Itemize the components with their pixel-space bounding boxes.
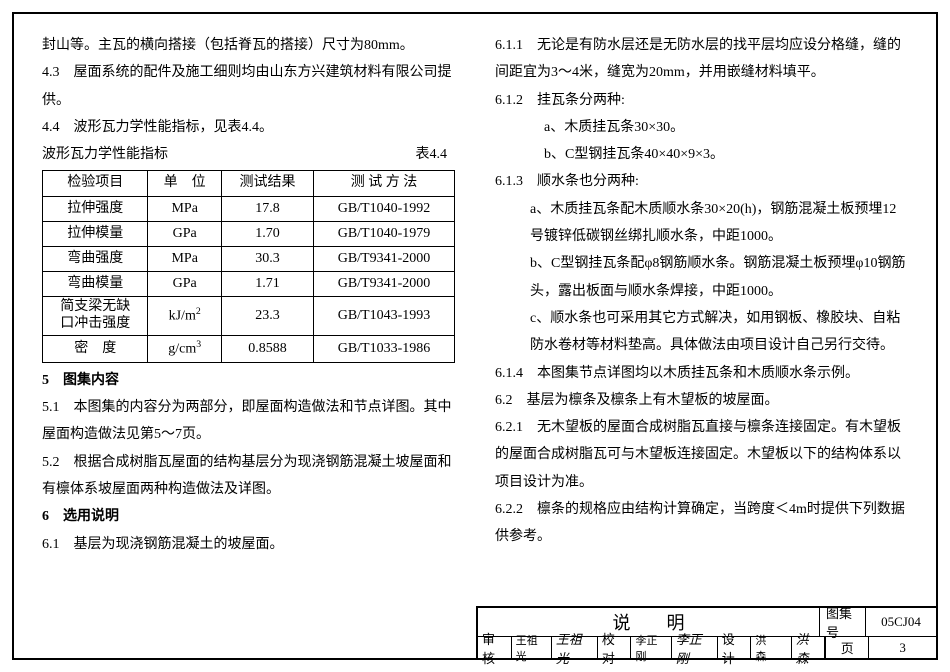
- table-cell: 30.3: [221, 247, 313, 272]
- table-header-row: 检验项目 单 位 测试结果 测 试 方 法: [43, 171, 455, 196]
- table-cell: GB/T9341-2000: [314, 272, 455, 297]
- para-6-1-2-b: b、C型钢挂瓦条40×40×9×3。: [495, 141, 908, 168]
- table-row: 简支梁无缺口冲击强度kJ/m223.3GB/T1043-1993: [43, 297, 455, 336]
- table-cell: MPa: [148, 247, 221, 272]
- table-cell: 拉伸强度: [43, 196, 148, 221]
- review-label: 审核: [478, 637, 512, 658]
- album-label: 图集号: [820, 608, 866, 636]
- table-row: 密 度g/cm30.8588GB/T1033-1986: [43, 336, 455, 363]
- page-number: 3: [869, 637, 936, 658]
- table-cell: 拉伸模量: [43, 221, 148, 246]
- table-cell: kJ/m2: [148, 297, 221, 336]
- para-6-2-2: 6.2.2 檩条的规格应由结构计算确定，当跨度＜4m时提供下列数据供参考。: [495, 496, 908, 551]
- design-sig: 洪森: [792, 637, 826, 658]
- para-5-1: 5.1 本图集的内容分为两部分，即屋面构造做法和节点详图。其中屋面构造做法见第5…: [42, 394, 455, 449]
- table-row: 拉伸强度MPa17.8GB/T1040-1992: [43, 196, 455, 221]
- table-cell: GB/T1033-1986: [314, 336, 455, 363]
- table-title: 波形瓦力学性能指标: [42, 141, 168, 168]
- para-6-1-2: 6.1.2 挂瓦条分两种:: [495, 87, 908, 114]
- content-area: 封山等。主瓦的横向搭接（包括脊瓦的搭接）尺寸为80mm。 4.3 屋面系统的配件…: [42, 32, 908, 600]
- table-cell: 1.71: [221, 272, 313, 297]
- review-sig: 王祖光: [552, 637, 598, 658]
- th-method: 测 试 方 法: [314, 171, 455, 196]
- title-block: 说明 图集号 05CJ04 审核 王祖光 王祖光 校对 李正刚 李正刚 设计 洪…: [476, 606, 936, 658]
- para-4-tail: 封山等。主瓦的横向搭接（包括脊瓦的搭接）尺寸为80mm。: [42, 32, 455, 59]
- para-6-1-3-a: a、木质挂瓦条配木质顺水条30×20(h)，钢筋混凝土板预埋12号镀锌低碳钢丝绑…: [495, 196, 908, 251]
- table-cell: GB/T9341-2000: [314, 247, 455, 272]
- para-6-1-3-c: c、顺水条也可采用其它方式解决，如用钢板、橡胶块、自粘防水卷材等材料垫高。具体做…: [495, 305, 908, 360]
- table-cell: GB/T1043-1993: [314, 297, 455, 336]
- check-name: 李正刚: [631, 637, 671, 658]
- table-cell: 1.70: [221, 221, 313, 246]
- check-sig: 李正刚: [672, 637, 718, 658]
- table-cell: GPa: [148, 272, 221, 297]
- table-cell: GPa: [148, 221, 221, 246]
- para-6-2-1: 6.2.1 无木望板的屋面合成树脂瓦直接与檩条连接固定。有木望板的屋面合成树脂瓦…: [495, 414, 908, 496]
- para-4-4: 4.4 波形瓦力学性能指标，见表4.4。: [42, 114, 455, 141]
- table-row: 弯曲强度MPa30.3GB/T9341-2000: [43, 247, 455, 272]
- table-cell: 密 度: [43, 336, 148, 363]
- table-cell: 0.8588: [221, 336, 313, 363]
- para-6-1: 6.1 基层为现浇钢筋混凝土的坡屋面。: [42, 531, 455, 558]
- design-name: 洪 森: [751, 637, 791, 658]
- table-row: 弯曲模量GPa1.71GB/T9341-2000: [43, 272, 455, 297]
- review-name: 王祖光: [512, 637, 552, 658]
- table-cell: g/cm3: [148, 336, 221, 363]
- table-cell: MPa: [148, 196, 221, 221]
- para-5-2: 5.2 根据合成树脂瓦屋面的结构基层分为现浇钢筋混凝土坡屋面和有檩体系坡屋面两种…: [42, 449, 455, 504]
- para-6-1-2-a: a、木质挂瓦条30×30。: [495, 114, 908, 141]
- table-row: 拉伸模量GPa1.70GB/T1040-1979: [43, 221, 455, 246]
- table-cell: GB/T1040-1979: [314, 221, 455, 246]
- table-cell: 弯曲强度: [43, 247, 148, 272]
- section-6-head: 6 选用说明: [42, 503, 455, 530]
- table-title-row: 波形瓦力学性能指标 表4.4: [42, 141, 455, 168]
- check-label: 校对: [598, 637, 632, 658]
- para-6-1-3: 6.1.3 顺水条也分两种:: [495, 168, 908, 195]
- table-cell: 17.8: [221, 196, 313, 221]
- para-6-1-3-b: b、C型钢挂瓦条配φ8钢筋顺水条。钢筋混凝土板预埋φ10钢筋头，露出板面与顺水条…: [495, 250, 908, 305]
- table-number: 表4.4: [416, 141, 448, 168]
- para-6-1-1: 6.1.1 无论是有防水层还是无防水层的找平层均应设分格缝，缝的间距宜为3～4米…: [495, 32, 908, 87]
- mech-props-table: 检验项目 单 位 测试结果 测 试 方 法 拉伸强度MPa17.8GB/T104…: [42, 170, 455, 362]
- album-number: 05CJ04: [866, 608, 936, 636]
- right-column: 6.1.1 无论是有防水层还是无防水层的找平层均应设分格缝，缝的间距宜为3～4米…: [495, 32, 908, 600]
- th-item: 检验项目: [43, 171, 148, 196]
- table-cell: 简支梁无缺口冲击强度: [43, 297, 148, 336]
- title-row-2: 审核 王祖光 王祖光 校对 李正刚 李正刚 设计 洪 森 洪森 页 3: [478, 636, 936, 658]
- page-frame: 封山等。主瓦的横向搭接（包括脊瓦的搭接）尺寸为80mm。 4.3 屋面系统的配件…: [12, 12, 938, 660]
- section-5-head: 5 图集内容: [42, 367, 455, 394]
- page-label: 页: [825, 637, 869, 658]
- para-6-2: 6.2 基层为檩条及檩条上有木望板的坡屋面。: [495, 387, 908, 414]
- para-6-1-4: 6.1.4 本图集节点详图均以木质挂瓦条和木质顺水条示例。: [495, 360, 908, 387]
- table-cell: 弯曲模量: [43, 272, 148, 297]
- left-column: 封山等。主瓦的横向搭接（包括脊瓦的搭接）尺寸为80mm。 4.3 屋面系统的配件…: [42, 32, 455, 600]
- para-4-3: 4.3 屋面系统的配件及施工细则均由山东方兴建筑材料有限公司提供。: [42, 59, 455, 114]
- th-unit: 单 位: [148, 171, 221, 196]
- table-cell: 23.3: [221, 297, 313, 336]
- design-label: 设计: [718, 637, 752, 658]
- th-result: 测试结果: [221, 171, 313, 196]
- table-cell: GB/T1040-1992: [314, 196, 455, 221]
